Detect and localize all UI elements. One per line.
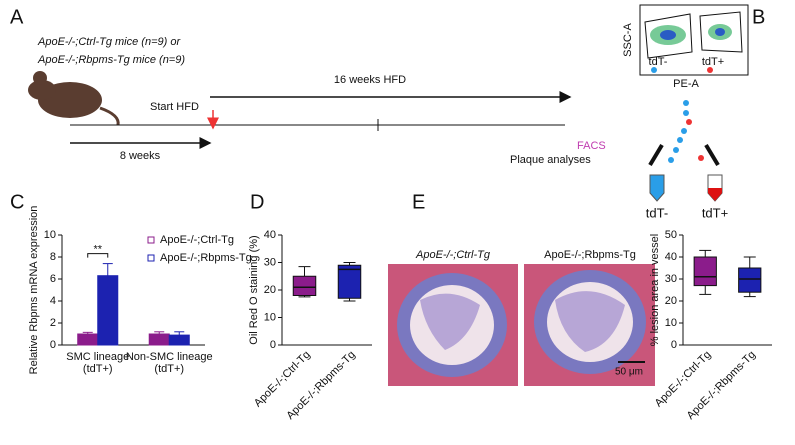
- panel-letter: A: [10, 6, 24, 28]
- y-tick-label: 0: [270, 339, 276, 351]
- timeline-label: Start HFD: [150, 101, 199, 113]
- axis-label: PE-A: [673, 78, 699, 90]
- sorting-stream: [648, 100, 720, 167]
- tube: [649, 174, 723, 202]
- histology-image: [388, 264, 655, 386]
- y-tick-label: 0: [671, 339, 677, 351]
- scale-bar-label: 50 μm: [615, 367, 643, 378]
- y-tick-label: 2: [50, 317, 56, 329]
- tube-label: tdT-: [646, 205, 668, 220]
- gate-label: tdT+: [702, 56, 724, 68]
- y-axis-label: % lesion area in vessel: [649, 234, 661, 347]
- image-label: ApoE-/-;Ctrl-Tg: [415, 249, 491, 261]
- y-tick-label: 20: [665, 295, 677, 307]
- tube-label: tdT+: [702, 205, 728, 220]
- panel-letter: C: [10, 191, 24, 213]
- y-tick-label: 0: [50, 339, 56, 351]
- panel-letter: D: [250, 191, 264, 213]
- significance-bracket: [87, 253, 109, 258]
- gate-dot: [707, 67, 713, 73]
- y-axis-label: Oil Red O staining (%): [248, 235, 260, 344]
- y-tick-label: 6: [50, 273, 56, 285]
- x-tick-label: SMC lineage (tdT+): [66, 351, 130, 375]
- timeline-label: 16 weeks HFD: [334, 74, 406, 86]
- y-tick-label: 40: [665, 251, 677, 263]
- y-tick-label: 4: [50, 295, 56, 307]
- y-tick-label: 10: [665, 317, 677, 329]
- box: [693, 256, 717, 287]
- cohort-text: ApoE-/-;Rbpms-Tg mice (n=9): [37, 54, 185, 66]
- y-tick-label: 40: [264, 229, 276, 241]
- y-tick-label: 30: [665, 273, 677, 285]
- axis-label: SSC-A: [622, 23, 634, 57]
- y-axis-label: Relative Rbpms mRNA expression: [28, 206, 40, 375]
- y-tick-label: 50: [665, 229, 677, 241]
- gate-dot: [651, 67, 657, 73]
- box: [292, 275, 317, 296]
- y-tick-label: 10: [44, 229, 56, 241]
- legend-swatch: [147, 236, 155, 244]
- panel-letter: B: [752, 6, 765, 28]
- facs-label: FACS: [577, 140, 606, 152]
- gate: [644, 13, 693, 59]
- mouse-icon: [28, 71, 120, 126]
- y-tick-label: 30: [264, 256, 276, 268]
- x-tick-label-text: SMC lineage (tdT+): [66, 351, 130, 375]
- panel-letter: E: [412, 191, 425, 213]
- x-tick-label: Non-SMC lineage (tdT+): [125, 351, 213, 375]
- timeline-label: 8 weeks: [120, 150, 161, 162]
- cohort-text: ApoE-/-;Ctrl-Tg mice (n=9) or: [37, 36, 181, 48]
- y-tick-label: 20: [264, 284, 276, 296]
- y-tick-label: 10: [264, 311, 276, 323]
- legend-label: ApoE-/-;Ctrl-Tg: [160, 234, 234, 246]
- gate: [699, 11, 743, 53]
- legend-swatch: [147, 254, 155, 262]
- y-tick-label: 8: [50, 251, 56, 263]
- box: [337, 264, 362, 299]
- cell-cloud: [715, 28, 725, 36]
- significance-label: **: [93, 244, 102, 256]
- box: [738, 267, 762, 293]
- x-tick-label-text: Non-SMC lineage (tdT+): [125, 351, 213, 375]
- plaque-label: Plaque analyses: [510, 154, 591, 166]
- legend-label: ApoE-/-;Rbpms-Tg: [160, 252, 252, 264]
- gate-label: tdT-: [649, 56, 668, 68]
- cell-cloud: [660, 30, 676, 40]
- image-label: ApoE-/-;Rbpms-Tg: [544, 249, 636, 261]
